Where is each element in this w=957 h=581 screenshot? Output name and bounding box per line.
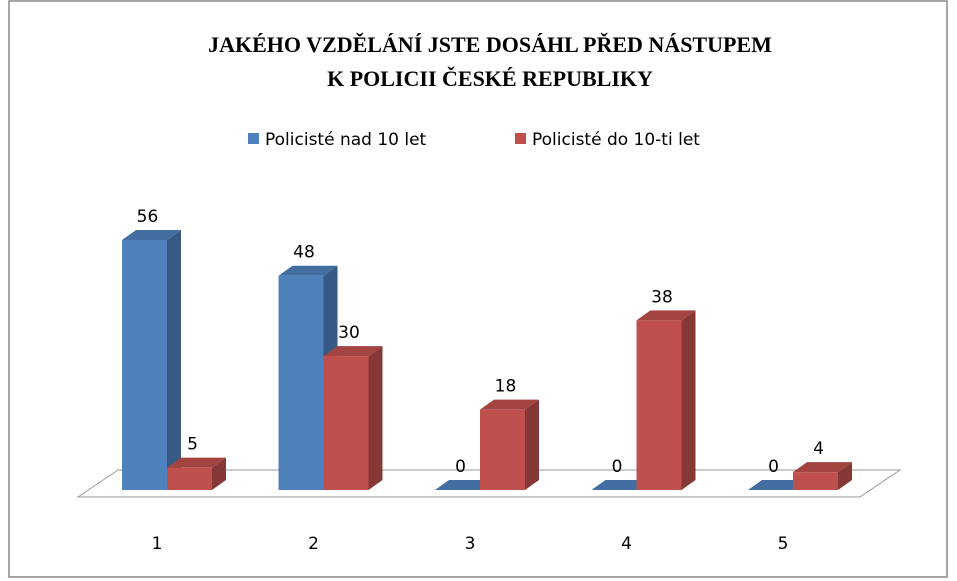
bar-side [525,399,539,490]
bar [793,462,852,490]
bar-top [748,480,807,490]
legend-label: Policisté nad 10 let [265,130,427,150]
data-label: 30 [338,323,360,343]
bar-top [167,457,226,468]
chart-title: JAKÉHO VZDĚLÁNÍ JSTE DOSÁHL PŘED NÁSTUPE… [208,32,772,57]
bar [748,480,807,490]
bar-front [122,240,167,490]
bar-top [591,480,651,490]
data-label: 5 [187,435,198,455]
bar-top [793,462,852,473]
legend-swatch [515,133,526,144]
data-label: 0 [455,457,466,477]
data-label: 38 [651,287,673,307]
bar-front [278,275,324,490]
bar-side [212,457,226,490]
data-label: 18 [495,377,517,397]
bar-front [480,409,525,490]
bar-top [278,265,338,276]
data-label: 56 [137,207,159,227]
bar-top [636,310,696,321]
data-label: 4 [813,439,824,459]
bar-front [323,356,369,490]
bar-front [793,472,838,490]
bar-side [368,346,383,490]
bar-top [435,480,494,490]
x-tick-label: 2 [308,534,319,554]
bar-top [480,399,539,410]
legend-swatch [248,133,259,144]
bar-side [167,230,181,490]
x-tick-label: 3 [465,534,476,554]
legend-label: Policisté do 10-ti let [532,130,700,150]
bar [435,480,494,490]
bar-top [323,346,383,357]
bar [122,230,181,490]
chart-title: K POLICII ČESKÉ REPUBLIKY [327,66,653,91]
x-tick-label: 5 [778,534,789,554]
x-tick-label: 4 [621,534,632,554]
bar-front [167,467,212,490]
bar [323,346,383,490]
bar [591,480,651,490]
bar [636,310,696,490]
data-label: 0 [612,457,623,477]
data-label: 48 [293,243,315,263]
bar [167,457,226,490]
bar-top [122,230,181,240]
x-tick-label: 1 [152,534,163,554]
bar-side [681,310,696,490]
bar [480,399,539,490]
data-label: 0 [768,457,779,477]
bar-front [636,320,682,490]
bar-side [838,462,852,490]
